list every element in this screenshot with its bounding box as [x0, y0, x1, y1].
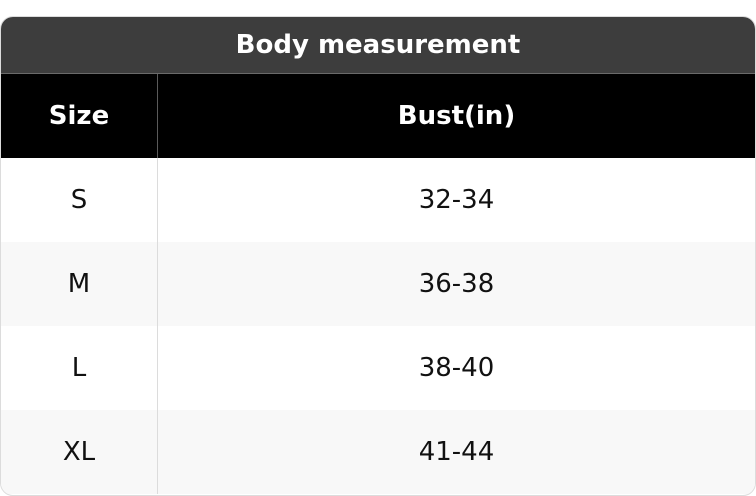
bust-cell: 38-40	[418, 353, 495, 383]
size-chart-table: Body measurement Size Bust(in) S 32-34 M…	[0, 16, 756, 496]
table-row: L 38-40	[1, 326, 755, 410]
bust-cell: 32-34	[418, 185, 495, 215]
size-cell: XL	[1, 410, 158, 494]
bust-cell: 41-44	[418, 437, 495, 467]
header-row: Size Bust(in)	[1, 74, 755, 158]
header-bust: Bust(in)	[397, 101, 516, 131]
table-row: M 36-38	[1, 242, 755, 326]
size-cell: L	[1, 326, 158, 410]
header-size: Size	[1, 74, 158, 158]
table-row: XL 41-44	[1, 410, 755, 494]
table-title: Body measurement	[1, 17, 755, 74]
table-row: S 32-34	[1, 158, 755, 242]
size-cell: S	[1, 158, 158, 242]
size-cell: M	[1, 242, 158, 326]
bust-cell: 36-38	[418, 269, 495, 299]
